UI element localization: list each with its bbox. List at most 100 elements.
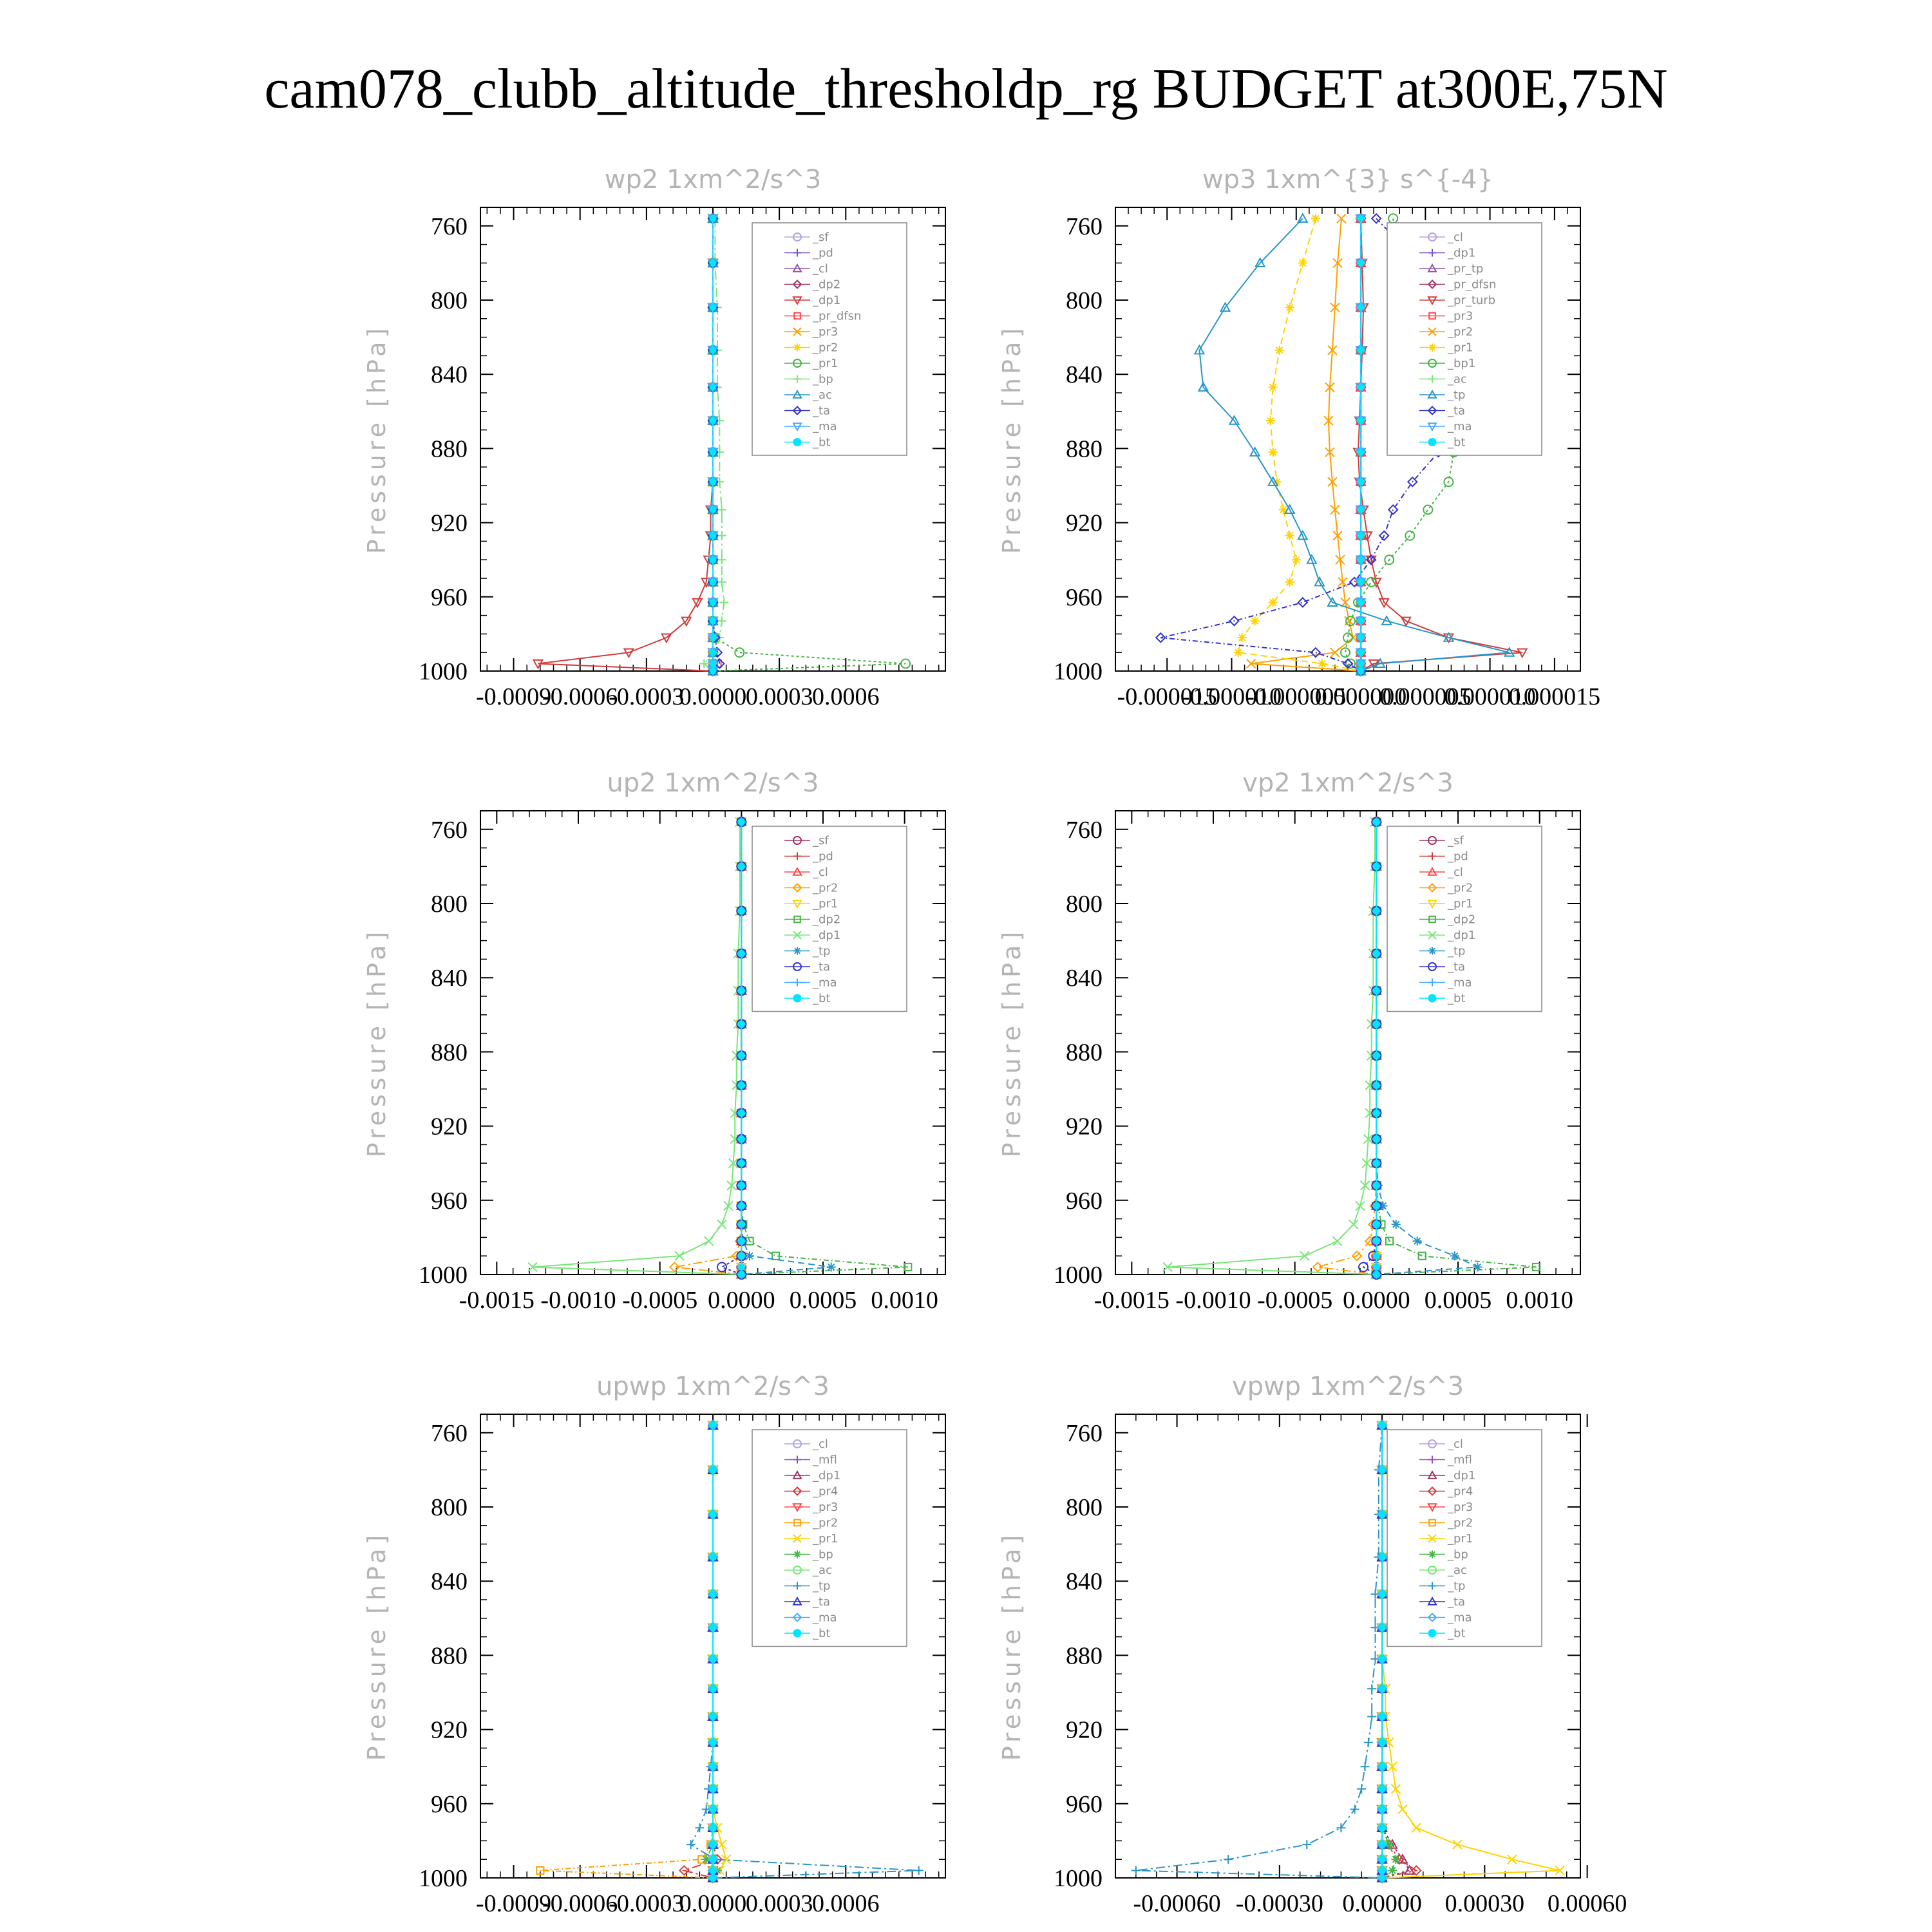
- data-point: [1330, 302, 1340, 313]
- data-point: [1349, 1219, 1359, 1229]
- data-point: [1342, 658, 1354, 669]
- legend-marker: [792, 1503, 802, 1513]
- legend: _cl _mfl _dp1 _pr4 _pr3 _pr2 _pr1 _bp _ac _tp _ta _…: [752, 1429, 907, 1647]
- series-line_tp: [1135, 1425, 1383, 1879]
- legend-marker: [1428, 994, 1437, 1003]
- y-tick-label: 880: [1066, 1039, 1103, 1066]
- data-point: [709, 1590, 717, 1598]
- data-point: [1327, 345, 1338, 355]
- legend-entry: _pd: [1447, 850, 1468, 864]
- legend-entry: _ta: [812, 404, 830, 418]
- x-tick-label: -0.0015: [1094, 1287, 1170, 1314]
- data-point: [1368, 659, 1379, 670]
- legend-marker: [792, 883, 802, 893]
- data-point: [1372, 1159, 1380, 1167]
- series-line_dp1: [533, 822, 742, 1275]
- chart-panel-vp2: vp2 1xm^2/s^3 Pressure [hPa] 760 800 840 880 9…: [998, 768, 1581, 1314]
- x-tick-label: 0.0010: [1506, 1287, 1573, 1314]
- legend-marker: [792, 1486, 802, 1496]
- data-point: [745, 1251, 754, 1261]
- data-point: [1385, 1236, 1394, 1245]
- legend-entry: _cl: [812, 1437, 828, 1451]
- legend-marker: [793, 931, 802, 940]
- legend-marker: [792, 422, 802, 432]
- data-point: [1411, 1823, 1421, 1833]
- legend-entry: _ma: [1447, 420, 1472, 433]
- legend-marker: [793, 1629, 802, 1638]
- legend-entry: _tp: [1447, 1580, 1465, 1593]
- y-tick-label: 800: [431, 891, 468, 918]
- data-point: [678, 1865, 690, 1876]
- data-point: [1372, 1237, 1380, 1245]
- data-point: [826, 1262, 836, 1272]
- legend-entry: _dp1: [1447, 929, 1475, 942]
- data-point: [709, 1624, 717, 1631]
- legend-marker: [792, 279, 802, 289]
- legend-entry: _sf: [812, 834, 829, 848]
- data-point: [1317, 659, 1327, 668]
- y-tick-label: 840: [1066, 1568, 1103, 1595]
- data-point: [1330, 647, 1340, 658]
- plot-frame: [1115, 1414, 1581, 1879]
- legend-entry: _pr2: [1447, 882, 1473, 895]
- legend-marker: [793, 327, 802, 336]
- x-tick-label: 0.0006: [812, 683, 880, 710]
- y-tick-label: 760: [1066, 213, 1103, 240]
- legend-marker: [1428, 343, 1436, 352]
- y-tick-label: 800: [1066, 1494, 1103, 1521]
- data-point: [709, 1855, 717, 1863]
- legend-entry: _dp2: [812, 278, 840, 292]
- data-point: [1372, 818, 1380, 826]
- legend-entry: _pr1: [1447, 341, 1473, 355]
- data-point: [737, 1182, 745, 1189]
- data-point: [721, 1854, 732, 1864]
- legend-marker: [793, 312, 801, 320]
- data-point: [1378, 1590, 1386, 1598]
- data-point: [1378, 1201, 1388, 1211]
- data-point: [1443, 477, 1454, 488]
- x-tick-label: -0.0009: [476, 683, 551, 710]
- data-point: [1336, 213, 1347, 223]
- data-point: [1532, 1262, 1541, 1272]
- legend-marker: [793, 1582, 801, 1590]
- data-point: [717, 577, 726, 587]
- legend-entry: _bt: [812, 1627, 830, 1640]
- legend-entry: _ma: [1447, 1611, 1472, 1625]
- series-line_dp1: [538, 218, 714, 672]
- x-tick-label: -0.0005: [1257, 1287, 1332, 1314]
- legend-marker: [1427, 900, 1437, 909]
- data-point: [1378, 598, 1390, 609]
- data-point: [900, 658, 911, 669]
- legend-entry: _ac: [812, 1564, 832, 1577]
- data-point: [709, 1685, 717, 1692]
- data-point: [723, 1200, 734, 1211]
- data-point: [709, 383, 717, 391]
- data-point: [1390, 1784, 1401, 1794]
- data-point: [1131, 1866, 1141, 1875]
- data-point: [1219, 301, 1231, 312]
- data-point: [1443, 632, 1455, 642]
- data-point: [1340, 647, 1350, 658]
- x-tick-label: 0.0005: [1425, 1287, 1492, 1314]
- data-point: [709, 556, 717, 564]
- data-point: [1517, 648, 1528, 659]
- data-point: [1372, 1263, 1380, 1271]
- series-line_tp: [1198, 218, 1510, 672]
- data-point: [719, 598, 729, 607]
- data-point: [1405, 530, 1416, 541]
- legend-marker: [793, 359, 802, 368]
- series-line_pr2: [1317, 822, 1378, 1275]
- data-point: [661, 633, 672, 644]
- data-point: [709, 1421, 717, 1429]
- data-point: [1268, 383, 1278, 392]
- legend-marker: [1427, 866, 1437, 876]
- data-point: [1336, 1823, 1346, 1833]
- data-point: [1372, 1220, 1380, 1228]
- chart-panel-up2: up2 1xm^2/s^3 Pressure [hPa] 760 800 840 880 9…: [363, 768, 946, 1314]
- legend-entry: _dp1: [812, 294, 840, 307]
- legend-entry: _tp: [812, 945, 830, 958]
- y-tick-label: 840: [431, 361, 468, 388]
- data-point: [1397, 1853, 1408, 1864]
- data-point: [1345, 616, 1356, 627]
- data-point: [737, 1202, 745, 1209]
